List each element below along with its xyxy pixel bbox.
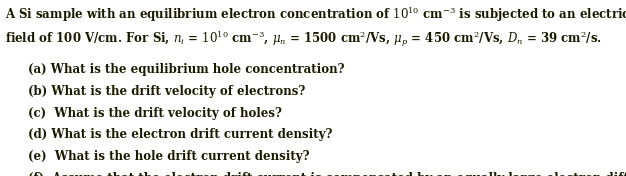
Text: (a) What is the equilibrium hole concentration?: (a) What is the equilibrium hole concent… bbox=[28, 63, 345, 76]
Text: (c)  What is the drift velocity of holes?: (c) What is the drift velocity of holes? bbox=[28, 107, 282, 120]
Text: (f)  Assume that the electron drift current is compensated by an equally large e: (f) Assume that the electron drift curre… bbox=[28, 172, 626, 176]
Text: A Si sample with an equilibrium electron concentration of $10^{10}$ cm$^{-3}$ is: A Si sample with an equilibrium electron… bbox=[5, 5, 626, 24]
Text: (e)  What is the hole drift current density?: (e) What is the hole drift current densi… bbox=[28, 150, 310, 163]
Text: (d) What is the electron drift current density?: (d) What is the electron drift current d… bbox=[28, 128, 332, 141]
Text: field of 100 V/cm. For Si, $n_i$ = $10^{10}$ cm$^{-3}$, $\mu_n$ = 1500 cm$^2$/Vs: field of 100 V/cm. For Si, $n_i$ = $10^{… bbox=[5, 29, 602, 49]
Text: (b) What is the drift velocity of electrons?: (b) What is the drift velocity of electr… bbox=[28, 85, 305, 98]
